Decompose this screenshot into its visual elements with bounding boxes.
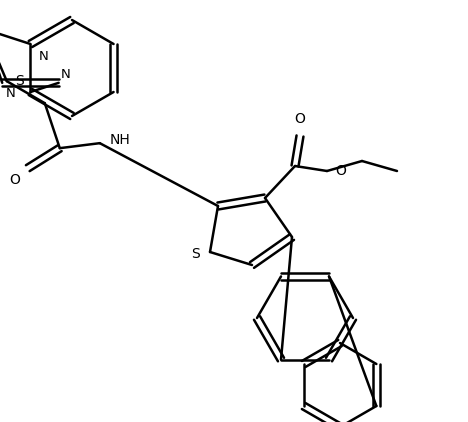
Text: S: S: [191, 247, 200, 261]
Text: O: O: [9, 173, 20, 187]
Text: N: N: [6, 87, 16, 100]
Text: N: N: [38, 50, 48, 63]
Text: O: O: [335, 164, 346, 178]
Text: S: S: [15, 74, 23, 88]
Text: N: N: [61, 68, 70, 81]
Text: O: O: [294, 112, 306, 126]
Text: NH: NH: [110, 133, 131, 147]
